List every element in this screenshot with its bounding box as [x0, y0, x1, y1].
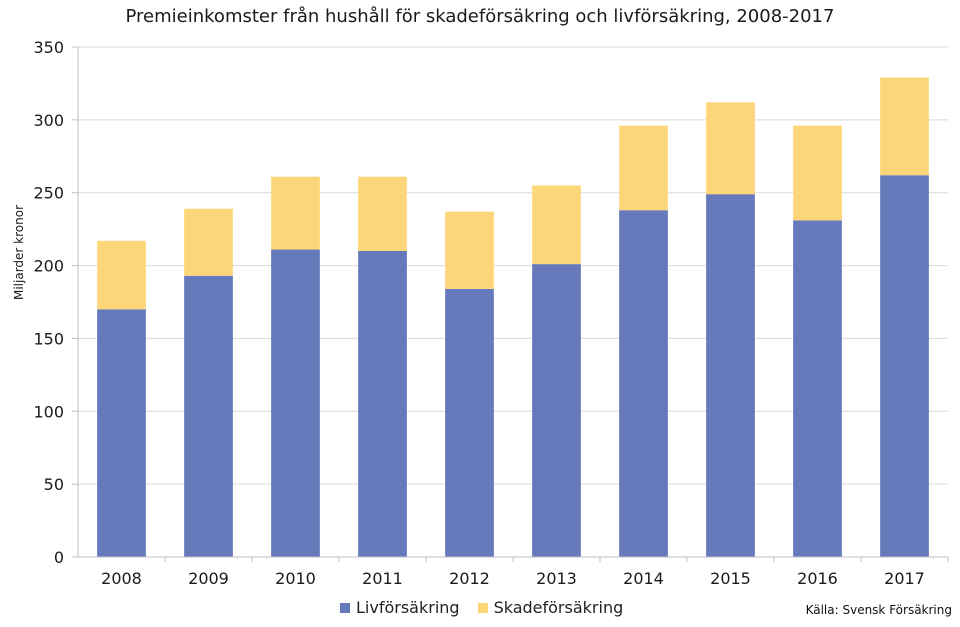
x-tick-label: 2014	[623, 569, 664, 588]
y-tick-label: 350	[33, 38, 64, 57]
x-tick-label: 2009	[188, 569, 229, 588]
bar-skadeforsakring-2011	[358, 176, 407, 251]
legend-item-livforsakring: Livförsäkring	[340, 598, 460, 617]
bar-livforsakring-2014	[619, 210, 668, 557]
bar-skadeforsakring-2010	[271, 176, 320, 250]
bar-livforsakring-2011	[358, 251, 407, 557]
bar-skadeforsakring-2015	[706, 102, 755, 195]
bar-livforsakring-2008	[97, 309, 146, 557]
bar-skadeforsakring-2013	[532, 185, 581, 265]
legend-swatch-skadeforsakring	[477, 602, 488, 613]
bar-skadeforsakring-2008	[97, 240, 146, 310]
x-tick-label: 2008	[101, 569, 142, 588]
y-tick-label: 150	[33, 329, 64, 348]
x-tick-label: 2011	[362, 569, 403, 588]
x-tick-label: 2017	[884, 569, 925, 588]
legend-swatch-livforsakring	[340, 602, 350, 613]
bar-livforsakring-2010	[271, 249, 320, 558]
bar-skadeforsakring-2012	[445, 211, 494, 289]
y-axis-label: Miljarder kronor	[12, 204, 26, 300]
source-note: Källa: Svensk Försäkring	[805, 603, 952, 617]
y-tick-label: 0	[54, 548, 64, 567]
legend-item-skadeforsakring: Skadeförsäkring	[477, 598, 624, 617]
legend-label-skadeforsakring: Skadeförsäkring	[493, 598, 624, 617]
x-tick-label: 2015	[710, 569, 751, 588]
bar-skadeforsakring-2009	[184, 208, 233, 276]
y-tick-label: 100	[33, 402, 64, 421]
x-tick-label: 2016	[797, 569, 838, 588]
y-tick-label: 50	[44, 475, 64, 494]
bar-livforsakring-2015	[706, 194, 755, 557]
y-tick-label: 250	[33, 184, 64, 203]
bar-livforsakring-2012	[445, 288, 494, 557]
bar-livforsakring-2017	[880, 175, 929, 557]
legend-label-livforsakring: Livförsäkring	[356, 598, 460, 617]
bar-livforsakring-2016	[793, 220, 842, 557]
bars	[97, 77, 929, 558]
legend: Livförsäkring Skadeförsäkring	[340, 598, 623, 617]
bar-skadeforsakring-2016	[793, 125, 842, 221]
axes: 0 50 100 150 200 250 300 350 2008 2009 2010 2011 201…	[33, 38, 949, 588]
bar-skadeforsakring-2017	[880, 77, 929, 176]
chart-title: Premieinkomster från hushåll för skadefö…	[125, 6, 835, 27]
bar-livforsakring-2013	[532, 264, 581, 557]
x-tick-label: 2010	[275, 569, 316, 588]
y-tick-label: 200	[33, 257, 64, 276]
bar-livforsakring-2009	[184, 275, 233, 557]
bar-skadeforsakring-2014	[619, 125, 668, 211]
y-tick-label: 300	[33, 111, 64, 130]
x-tick-label: 2013	[536, 569, 577, 588]
x-tick-label: 2012	[449, 569, 490, 588]
